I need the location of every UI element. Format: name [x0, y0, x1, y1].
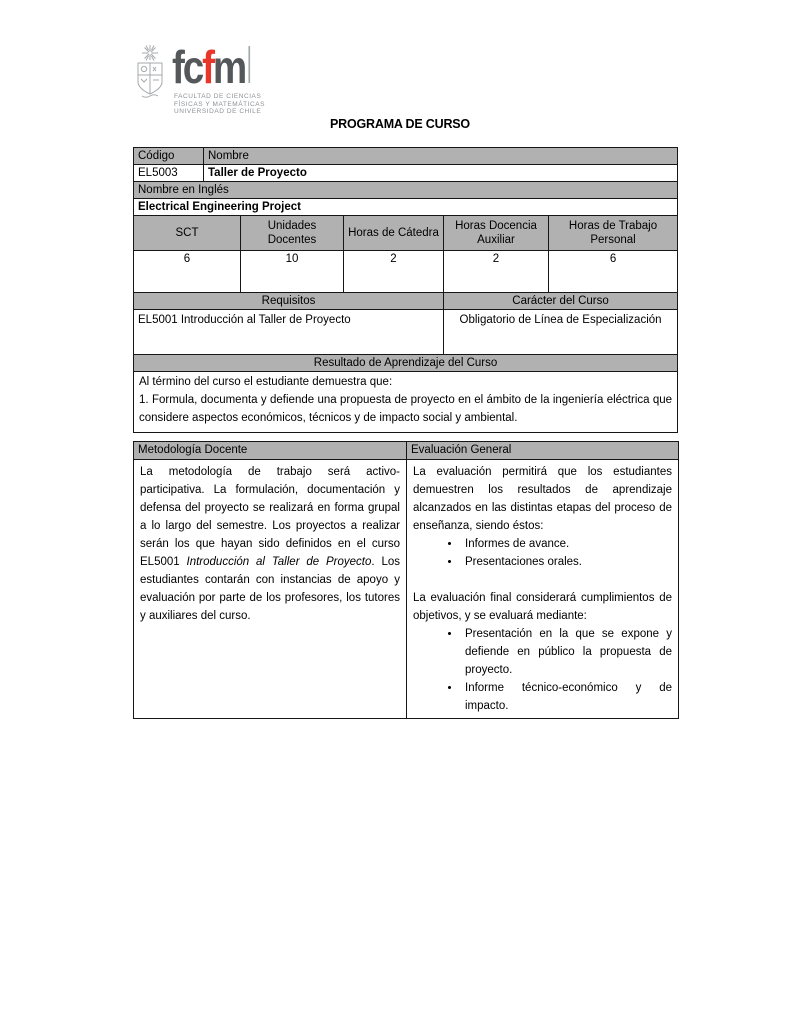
hours-value-row: 6 10 2 2 6	[133, 250, 679, 293]
code-name-header-row: Código Nombre	[133, 147, 679, 165]
metodologia-paragraph: La metodología de trabajo será activo-pa…	[140, 463, 400, 625]
hours-header-row: SCT Unidades Docentes Horas de Cátedra H…	[133, 215, 679, 251]
resultado-value-cell: Al término del curso el estudiante demue…	[132, 371, 679, 433]
hours-header-cell-auxiliar: Horas Docencia Auxiliar	[443, 215, 549, 251]
page-title: PROGRAMA DE CURSO	[330, 117, 470, 131]
nombre-label-cell: Nombre	[202, 147, 679, 165]
logo-text-block: fcfm FACULTAD DE CIENCIAS FÍSICAS Y MATE…	[172, 42, 265, 116]
evaluacion-bullet: Presentación en la que se expone y defie…	[461, 625, 672, 679]
nombre-ingles-value-cell: Electrical Engineering Project	[132, 198, 679, 216]
logo-caption-line: FÍSICAS Y MATEMÁTICAS	[174, 100, 266, 108]
hours-value-cell-personal: 6	[547, 250, 679, 293]
logo-caption-line: UNIVERSIDAD DE CHILE	[174, 108, 262, 115]
evaluacion-bullet: Presentaciones orales.	[461, 553, 672, 571]
english-name-value-row: Electrical Engineering Project	[132, 198, 679, 216]
resultado-intro-text: Al término del curso el estudiante demue…	[139, 376, 393, 388]
nombre-value-cell: Taller de Proyecto	[202, 164, 679, 182]
nombre-ingles-label-cell: Nombre en Inglés	[132, 181, 679, 199]
logo-caption: FACULTAD DE CIENCIAS FÍSICAS Y MATEMÁTIC…	[174, 93, 265, 116]
university-crest-icon	[137, 45, 163, 98]
code-name-value-row: EL5003 Taller de Proyecto	[133, 164, 679, 182]
hours-header-cell-catedra: Horas de Cátedra	[343, 215, 444, 251]
metodologia-text-part2: . Los estudiantes contarán con instancia…	[140, 556, 400, 622]
resultado-value-row: Al término del curso el estudiante demue…	[132, 371, 679, 433]
requisitos-label-cell: Requisitos	[133, 292, 444, 310]
requisitos-value-row: EL5001 Introducción al Taller de Proyect…	[133, 309, 679, 355]
hours-value-cell-auxiliar: 2	[443, 250, 549, 293]
logo-letter-m: m	[212, 41, 247, 93]
evaluacion-final-paragraph: La evaluación final considerará cumplimi…	[413, 592, 672, 622]
resultado-header-row: Resultado de Aprendizaje del Curso	[132, 354, 679, 372]
evaluacion-bullet: Informe técnico-económico y de impacto.	[461, 679, 672, 715]
evaluacion-bullet-list-2: Presentación en la que se expone y defie…	[413, 625, 672, 715]
fcfm-wordmark: fcfm	[172, 41, 251, 93]
metodologia-label-cell: Metodología Docente	[133, 441, 407, 460]
hours-header-cell-sct: SCT	[133, 215, 241, 251]
metodologia-text-italic: Introducción al Taller de Proyecto	[186, 556, 372, 568]
course-info-table: Código Nombre EL5003 Taller de Proyecto …	[132, 147, 679, 433]
logo-caption-line: FACULTAD DE CIENCIAS	[174, 93, 262, 100]
caracter-value-cell: Obligatorio de Línea de Especialización	[442, 309, 679, 355]
hours-value-cell-sct: 6	[133, 250, 241, 293]
method-eval-header-row: Metodología Docente Evaluación General	[133, 441, 679, 460]
logo-letter-f-red: f	[202, 41, 215, 93]
evaluacion-bullet-list-1: Informes de avance. Presentaciones orale…	[413, 535, 672, 571]
evaluacion-bullet: Informes de avance.	[461, 535, 672, 553]
metodologia-text-part1: La metodología de trabajo será activo-pa…	[140, 466, 400, 568]
evaluacion-label-cell: Evaluación General	[406, 441, 679, 460]
codigo-value-cell: EL5003	[133, 164, 204, 182]
requisitos-value-cell: EL5001 Introducción al Taller de Proyect…	[133, 309, 444, 355]
method-eval-body-row: La metodología de trabajo será activo-pa…	[133, 459, 679, 719]
hours-header-cell-unidades: Unidades Docentes	[240, 215, 344, 251]
requisitos-header-row: Requisitos Carácter del Curso	[133, 292, 679, 310]
metodologia-text-cell: La metodología de trabajo será activo-pa…	[133, 459, 407, 719]
logo-divider-bar	[248, 46, 251, 83]
caracter-label-cell: Carácter del Curso	[442, 292, 679, 310]
university-logo: fcfm FACULTAD DE CIENCIAS FÍSICAS Y MATE…	[132, 42, 265, 116]
hours-value-cell-unidades: 10	[240, 250, 344, 293]
methodology-evaluation-table: Metodología Docente Evaluación General L…	[133, 441, 679, 719]
english-name-header-row: Nombre en Inglés	[132, 181, 679, 199]
evaluacion-text-cell: La evaluación permitirá que los estudian…	[406, 459, 679, 719]
hours-header-cell-personal: Horas de Trabajo Personal	[547, 215, 679, 251]
logo-letters-fc: fc	[172, 41, 204, 93]
resultado-label-cell: Resultado de Aprendizaje del Curso	[132, 354, 679, 372]
codigo-label-cell: Código	[133, 147, 204, 165]
evaluacion-intro-paragraph: La evaluación permitirá que los estudian…	[413, 466, 672, 532]
resultado-item-text: 1. Formula, documenta y defiende una pro…	[139, 394, 673, 424]
hours-value-cell-catedra: 2	[343, 250, 444, 293]
